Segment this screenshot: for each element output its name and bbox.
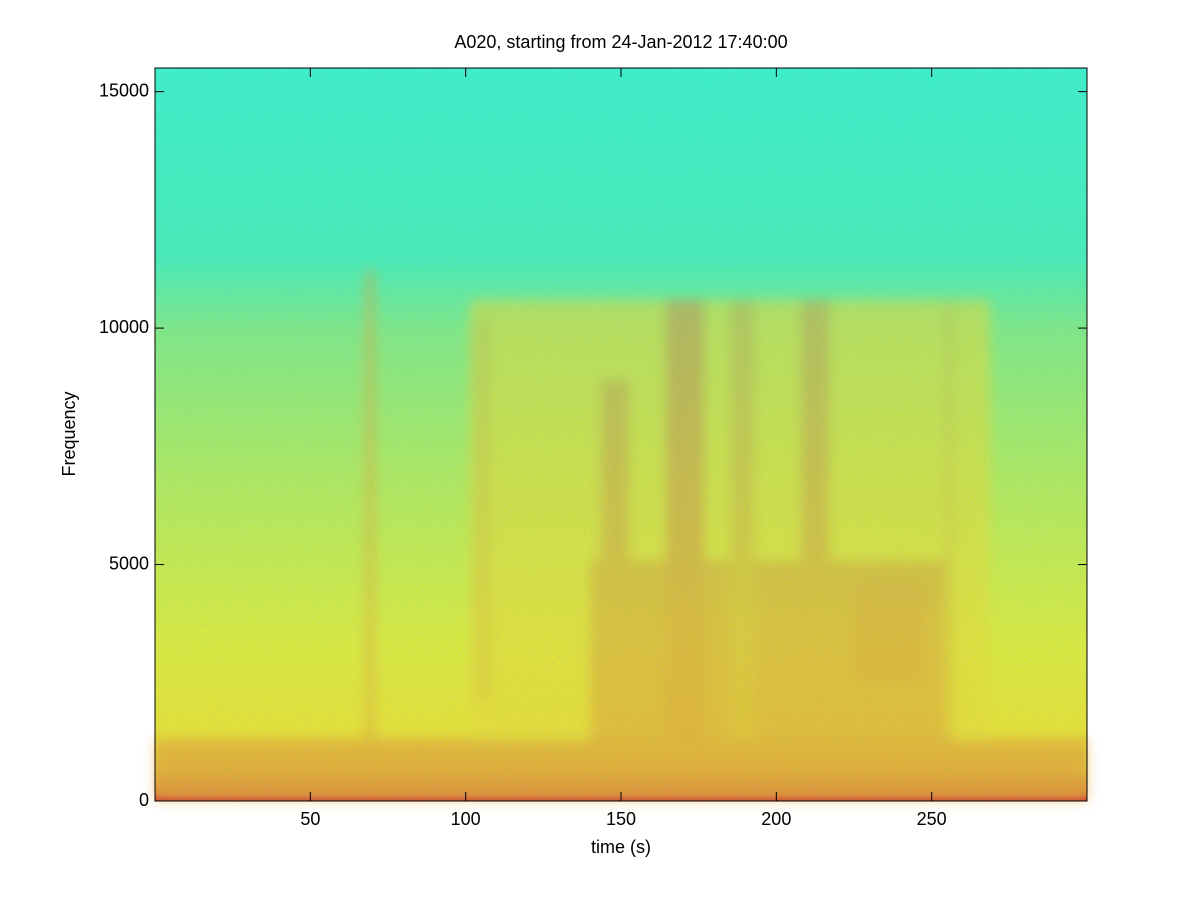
x-tick-label: 50: [300, 809, 320, 829]
y-tick-label: 0: [139, 790, 149, 810]
y-tick-label: 15000: [99, 80, 149, 100]
chart-title: A020, starting from 24-Jan-2012 17:40:00: [454, 32, 787, 52]
y-tick-label: 5000: [109, 553, 149, 573]
spectrogram-image: [155, 68, 1087, 801]
x-tick-label: 150: [606, 809, 636, 829]
x-axis-label: time (s): [591, 837, 651, 857]
x-tick-label: 100: [451, 809, 481, 829]
y-tick-label: 10000: [99, 317, 149, 337]
x-tick-label: 250: [917, 809, 947, 829]
x-tick-label: 200: [761, 809, 791, 829]
y-axis-label: Frequency: [59, 391, 79, 476]
